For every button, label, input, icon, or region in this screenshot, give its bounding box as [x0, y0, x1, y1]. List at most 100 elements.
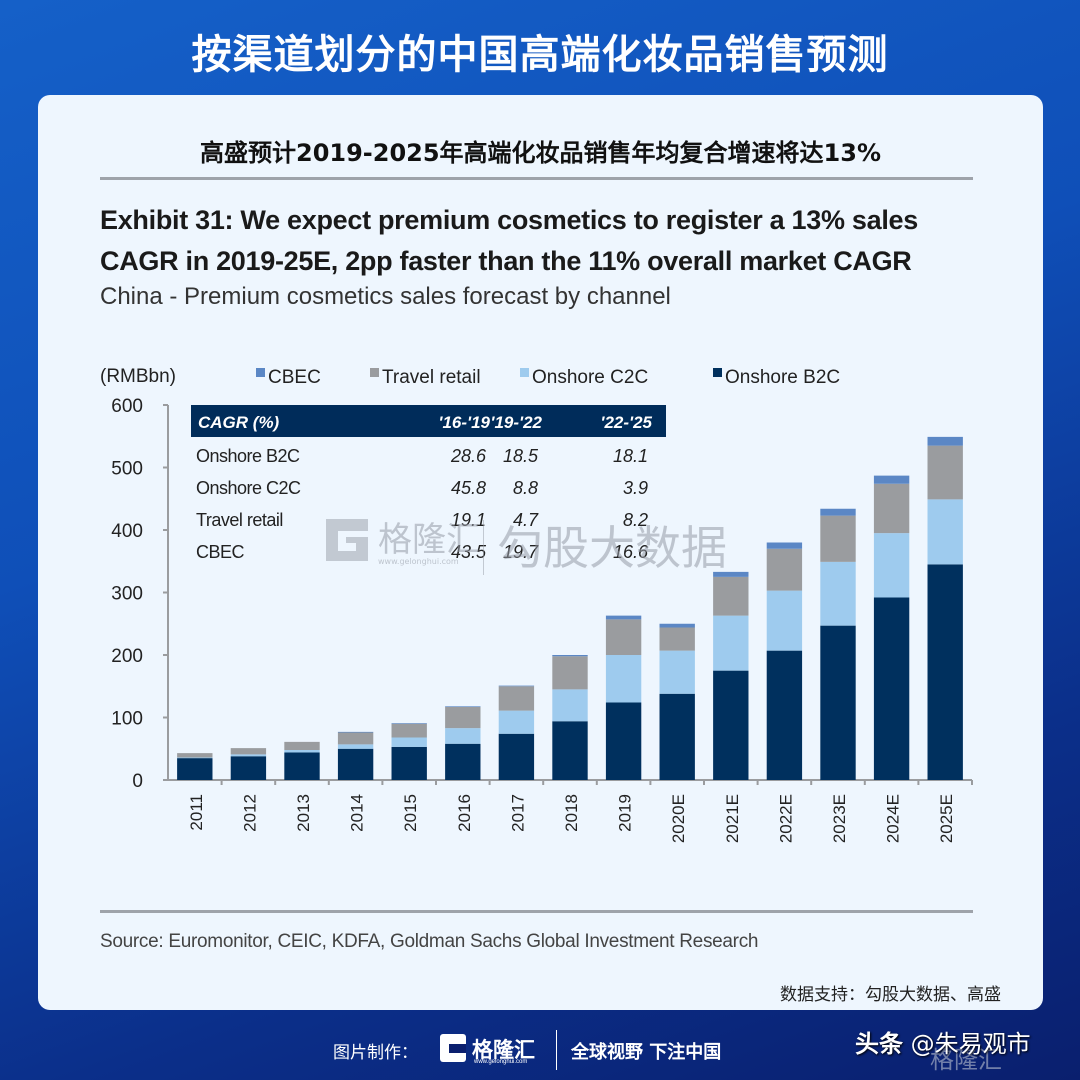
- cagr-table-header-cell: '16-'19: [438, 413, 490, 432]
- bar-segment-onshore-c2c-2020e: [659, 650, 695, 694]
- bar-segment-cbec-2022e: [766, 542, 803, 549]
- x-tick-label: 2018: [562, 794, 581, 832]
- bar-segment-onshore-b2c-2021e: [713, 670, 749, 780]
- x-tick-label: 2017: [508, 794, 527, 832]
- bar-segment-cbec-2018: [552, 655, 588, 657]
- bar-segment-travel-retail-2015: [391, 723, 427, 738]
- bar-segment-onshore-c2c-2012: [230, 754, 267, 757]
- x-tick-label: 2019: [616, 794, 635, 832]
- bar-segment-travel-retail-2014: [337, 732, 374, 745]
- legend-label: Travel retail: [382, 367, 481, 388]
- bar-segment-onshore-c2c-2015: [391, 737, 427, 747]
- cagr-table-cell: 19.7: [503, 542, 539, 562]
- watermark-divider: [483, 520, 484, 575]
- cagr-table-row-label: Onshore B2C: [196, 446, 300, 466]
- footer-logo-text: 格隆汇: [472, 1038, 535, 1062]
- x-tick-label: 2024E: [884, 794, 903, 843]
- cagr-table-cell: 8.8: [513, 478, 538, 498]
- bar-segment-onshore-b2c-2015: [391, 746, 427, 780]
- x-tick-label: 2021E: [723, 794, 742, 843]
- gelonghui-logo-icon: [440, 1034, 466, 1062]
- bar-segment-onshore-c2c-2021e: [713, 615, 749, 671]
- bar-segment-onshore-b2c-2014: [337, 748, 374, 780]
- bar-segment-onshore-b2c-2012: [230, 756, 267, 780]
- bar-segment-onshore-b2c-2013: [284, 752, 320, 780]
- exhibit-title-line2: CAGR in 2019-25E, 2pp faster than the 11…: [100, 246, 912, 276]
- bar-segment-travel-retail-2011: [177, 753, 213, 758]
- y-tick-label: 400: [111, 521, 143, 542]
- bar-segment-onshore-c2c-2019: [605, 655, 642, 703]
- gelonghui-watermark-logo-icon: [322, 515, 374, 565]
- bar-segment-travel-retail-2016: [445, 706, 481, 729]
- bar-segment-onshore-b2c-2018: [552, 721, 588, 780]
- top-divider: [100, 177, 973, 180]
- bar-segment-cbec-2023e: [820, 508, 856, 516]
- legend-swatch-onshore-b2c: [713, 368, 722, 377]
- y-tick-label: 600: [111, 396, 143, 417]
- bar-segment-onshore-b2c-2011: [177, 758, 213, 780]
- y-tick-label: 100: [111, 709, 143, 730]
- bar-segment-travel-retail-2023e: [820, 515, 856, 562]
- watermark-text: 勾股大数据: [497, 521, 727, 575]
- bottom-divider: [100, 910, 973, 913]
- exhibit-subtitle: China - Premium cosmetics sales forecast…: [100, 283, 671, 310]
- bar-segment-travel-retail-2020e: [659, 627, 695, 651]
- cagr-table-cell: 45.8: [451, 478, 486, 498]
- cagr-table-cell: 43.5: [451, 542, 487, 562]
- cagr-table-cell: 18.5: [503, 446, 539, 466]
- bar-segment-onshore-c2c-2014: [337, 744, 374, 749]
- legend-label: CBEC: [268, 367, 321, 388]
- bar-segment-onshore-c2c-2023e: [820, 561, 856, 626]
- chart-bars: [177, 436, 963, 780]
- x-tick-label: 2020E: [669, 794, 688, 843]
- bar-segment-cbec-2019: [605, 615, 642, 620]
- cagr-table-cell: 19.1: [451, 510, 486, 530]
- source-note: Source: Euromonitor, CEIC, KDFA, Goldman…: [100, 931, 759, 952]
- footer: 图片制作： 格隆汇 www.gelonghui.com 全球视野 下注中国 格隆…: [0, 1030, 1080, 1074]
- footer-slogan: 全球视野 下注中国: [571, 1042, 722, 1063]
- cagr-table-cell: 4.7: [513, 510, 539, 530]
- cagr-table-cell: 28.6: [450, 446, 487, 466]
- bar-segment-travel-retail-2025e: [927, 445, 963, 500]
- x-tick-label: 2016: [455, 794, 474, 832]
- x-tick-label: 2022E: [776, 794, 795, 843]
- bar-segment-travel-retail-2024e: [873, 483, 910, 534]
- watermark-url: www.gelonghui.com: [378, 557, 459, 566]
- bar-segment-cbec-2020e: [659, 623, 695, 628]
- cagr-table-header-cell: '19-'22: [490, 413, 542, 432]
- x-tick-label: 2015: [401, 794, 420, 832]
- y-axis-label: (RMBbn): [100, 366, 176, 387]
- bar-segment-cbec-2024e: [873, 475, 910, 484]
- footer-corner-watermark: 格隆汇: [930, 1046, 1002, 1074]
- handle-prefix: 头条: [855, 1030, 903, 1058]
- bar-segment-onshore-c2c-2024e: [873, 533, 910, 598]
- x-tick-label: 2025E: [937, 794, 956, 843]
- x-tick-label: 2012: [240, 794, 259, 832]
- cagr-table-cell: 3.9: [623, 478, 648, 498]
- bar-segment-onshore-c2c-2018: [552, 689, 588, 722]
- data-support-note: 数据支持：勾股大数据、高盛: [780, 985, 1001, 1005]
- exhibit-title: Exhibit 31: We expect premium cosmetics …: [100, 200, 1000, 282]
- x-tick-label: 2011: [187, 794, 206, 831]
- cagr-table-header-cell: '22-'25: [600, 413, 652, 432]
- cagr-table-row-label: Travel retail: [196, 510, 283, 530]
- bar-segment-onshore-b2c-2024e: [873, 597, 910, 780]
- bar-segment-onshore-b2c-2020e: [659, 693, 695, 780]
- bar-segment-travel-retail-2017: [498, 686, 535, 711]
- bar-segment-onshore-c2c-2025e: [927, 499, 963, 565]
- bar-segment-cbec-2017: [498, 685, 535, 687]
- bar-segment-onshore-b2c-2023e: [820, 625, 856, 780]
- bar-segment-travel-retail-2021e: [713, 576, 749, 616]
- y-tick-label: 300: [111, 584, 143, 605]
- bar-segment-cbec-2025e: [927, 436, 963, 446]
- cagr-table-cell: 16.6: [613, 542, 649, 562]
- card-subtitle: 高盛预计2019-2025年高端化妆品销售年均复合增速将达13%: [200, 139, 881, 167]
- bar-segment-onshore-c2c-2011: [177, 757, 213, 759]
- bar-segment-travel-retail-2022e: [766, 548, 803, 591]
- cagr-table-cell: 18.1: [613, 446, 648, 466]
- bar-segment-onshore-c2c-2016: [445, 728, 481, 744]
- bar-segment-cbec-2016: [445, 706, 481, 707]
- cagr-table-row-label: Onshore C2C: [196, 478, 301, 498]
- exhibit-title-line1: Exhibit 31: We expect premium cosmetics …: [100, 205, 918, 235]
- x-tick-label: 2014: [348, 794, 367, 832]
